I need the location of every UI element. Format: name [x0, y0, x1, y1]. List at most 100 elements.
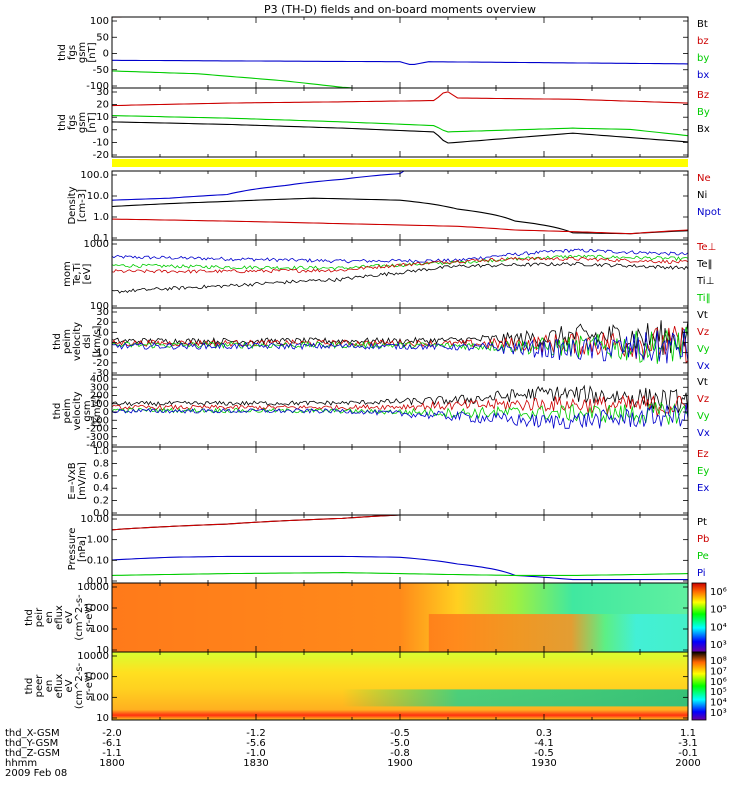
y-tick-label: -20: [93, 358, 109, 369]
y-axis-label: [nT]: [87, 42, 98, 62]
series-te⊥: [112, 256, 688, 274]
legend-entry: Ni: [697, 190, 707, 201]
y-axis-label: [eV]: [82, 264, 93, 285]
legend-entry: Te‖: [696, 259, 713, 270]
x-tick-label: -0.8: [390, 748, 410, 759]
series-vx: [112, 328, 688, 364]
colorbar-label: 10⁶: [710, 677, 727, 688]
y-tick-label: 0.4: [93, 483, 109, 494]
y-tick-label: 0.6: [93, 471, 109, 482]
y-axis-label: dsl: [82, 334, 93, 348]
y-tick-label: 1000: [84, 672, 109, 683]
y-axis-label: fgs: [67, 115, 78, 130]
legend-entry: Ey: [697, 466, 709, 477]
legend-entry: Pi: [697, 568, 706, 579]
y-axis-label: (cm^2-s-: [74, 662, 85, 709]
y-tick-label: 10000: [77, 582, 109, 593]
series-te‖: [112, 261, 688, 294]
legend-entry: Vt: [697, 377, 708, 388]
y-axis-label: eV: [64, 611, 75, 624]
y-tick-label: 200: [90, 391, 109, 402]
x-tick-label: 1830: [243, 758, 268, 769]
x-tick-label: -1.1: [102, 748, 122, 759]
legend-entry: Bt: [697, 19, 708, 30]
colorbar-label: 10³: [710, 708, 727, 719]
y-tick-label: 30: [96, 87, 109, 98]
spectrogram: [112, 652, 688, 720]
y-tick-label: 0.8: [93, 458, 109, 469]
y-axis-label: en: [44, 611, 55, 624]
colorbar: [691, 582, 707, 653]
x-row-label: 2009 Feb 08: [5, 768, 67, 779]
legend-entry: Vy: [697, 344, 710, 355]
y-axis-label: gsm: [77, 42, 88, 63]
x-tick-label: -5.0: [390, 738, 410, 749]
y-tick-label: 0.1: [93, 233, 109, 244]
series-pi: [112, 555, 688, 581]
spacecraft-mode-bar: [112, 159, 688, 167]
y-axis-label: [km/s]: [92, 395, 103, 427]
series-bx: [112, 59, 688, 65]
y-tick-label: 100: [90, 399, 109, 410]
series-ti⊥: [112, 248, 688, 264]
y-axis-label: gsm: [82, 400, 93, 421]
y-axis-label: fgs: [67, 45, 78, 60]
legend-entry: Vz: [697, 327, 709, 338]
panel-9: [111, 582, 707, 653]
colorbar-label: 10⁴: [710, 622, 727, 633]
legend-entry: Ex: [697, 483, 709, 494]
y-tick-label: 0: [103, 407, 109, 418]
x-row-label: thd_Y-GSM: [5, 738, 58, 749]
legend-entry: By: [697, 107, 710, 118]
y-tick-label: 100: [90, 692, 109, 703]
y-axis-label: en: [44, 680, 55, 693]
y-tick-label: -30: [93, 368, 109, 379]
y-tick-label: 0.2: [93, 496, 109, 507]
colorbar: [691, 651, 707, 721]
y-tick-label: 1.0: [93, 212, 109, 223]
legend-entry: Bx: [697, 124, 710, 135]
series-vt: [112, 319, 688, 356]
series-pe: [112, 572, 688, 576]
y-axis-label: gsm: [77, 112, 88, 133]
series-bz: [112, 91, 688, 107]
y-axis-label: Pressure: [67, 528, 78, 571]
series-bx: [112, 121, 688, 144]
x-tick-label: -1.2: [246, 728, 266, 739]
y-tick-label: -400: [86, 440, 109, 451]
colorbar-label: 10⁵: [710, 687, 727, 698]
y-tick-label: 100: [90, 624, 109, 635]
panel-4: [111, 239, 689, 309]
y-tick-label: 10: [96, 327, 109, 338]
y-tick-label: 0.0: [93, 508, 109, 519]
y-tick-label: 1000: [84, 603, 109, 614]
x-tick-label: 1800: [99, 758, 124, 769]
panel-1: [111, 16, 689, 89]
y-tick-label: 1000: [84, 239, 109, 250]
colorbar-label: 10⁴: [710, 698, 727, 709]
colorbar-label: 10⁵: [710, 605, 727, 616]
y-tick-label: -50: [93, 65, 109, 76]
y-tick-label: -10: [93, 137, 109, 148]
y-axis-label: eflux: [54, 605, 65, 630]
y-tick-label: 10.0: [87, 191, 109, 202]
y-axis-label: peer: [34, 674, 45, 698]
legend-entry: Ne: [697, 173, 711, 184]
y-axis-label: E=-VxB: [67, 462, 78, 499]
y-tick-label: 1.00: [87, 535, 109, 546]
legend-entry: Vt: [697, 310, 708, 321]
y-tick-label: 0.01: [87, 576, 109, 587]
legend-entry: Npot: [697, 207, 721, 218]
y-axis-label: mom: [62, 261, 73, 287]
y-axis-label: thd: [57, 44, 68, 61]
legend-entry: bz: [697, 36, 709, 47]
x-tick-label: -6.1: [102, 738, 122, 749]
y-axis-label: velocity: [72, 322, 83, 361]
y-axis-label: peir: [34, 607, 45, 627]
y-axis-label: eV: [64, 679, 75, 692]
y-axis-label: sr-eV): [84, 671, 95, 700]
x-tick-label: -3.1: [678, 738, 698, 749]
y-tick-label: 0.10: [87, 555, 109, 566]
